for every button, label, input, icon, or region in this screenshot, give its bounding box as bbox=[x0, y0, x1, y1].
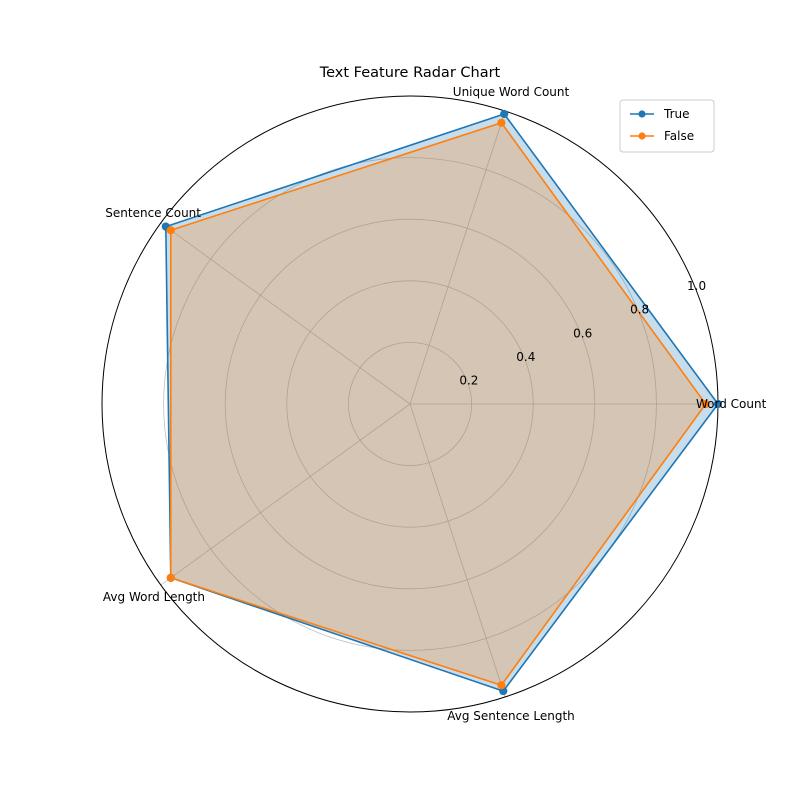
data-point bbox=[497, 681, 506, 690]
series-true bbox=[161, 109, 723, 696]
grid-spoke bbox=[409, 403, 506, 698]
legend-label: True bbox=[663, 107, 690, 121]
axis-labels: Word Count Unique Word Count Sentence Coun… bbox=[103, 85, 767, 723]
legend-item: False bbox=[630, 129, 694, 143]
grid-spoke bbox=[160, 222, 411, 405]
grid bbox=[101, 95, 719, 713]
legend-label: False bbox=[664, 129, 694, 143]
tick-label: 0.2 bbox=[459, 373, 478, 387]
data-point bbox=[166, 573, 175, 582]
axis-label: Unique Word Count bbox=[453, 85, 570, 99]
data-point bbox=[713, 399, 723, 409]
tick-label: 0.4 bbox=[516, 350, 535, 364]
series-layer bbox=[161, 109, 723, 696]
axis-label: Word Count bbox=[696, 397, 767, 411]
axis-label: Avg Word Length bbox=[103, 590, 205, 604]
axis-label: Avg Sentence Length bbox=[447, 709, 575, 723]
chart-title: Text Feature Radar Chart bbox=[319, 65, 501, 81]
series-line bbox=[169, 121, 707, 687]
data-point bbox=[166, 226, 175, 235]
grid-spoke bbox=[409, 110, 506, 405]
data-point bbox=[500, 109, 509, 119]
series-line bbox=[165, 113, 719, 692]
tick-label: 1.0 bbox=[687, 279, 706, 293]
series-fill bbox=[170, 122, 706, 686]
legend-marker bbox=[638, 132, 646, 140]
tick-label: 0.6 bbox=[573, 326, 592, 340]
axis-label: Sentence Count bbox=[105, 206, 201, 220]
legend-marker bbox=[638, 110, 646, 118]
series-fill bbox=[165, 114, 718, 692]
series-false bbox=[166, 118, 710, 690]
grid-spoke bbox=[160, 403, 411, 586]
data-point bbox=[701, 399, 710, 409]
data-point bbox=[497, 118, 506, 127]
legend: True False bbox=[619, 99, 715, 153]
tick-label: 0.8 bbox=[630, 303, 649, 317]
legend-item: True bbox=[630, 107, 690, 121]
radial-ticks: 0.2 0.4 0.6 0.8 1.0 bbox=[459, 279, 706, 387]
